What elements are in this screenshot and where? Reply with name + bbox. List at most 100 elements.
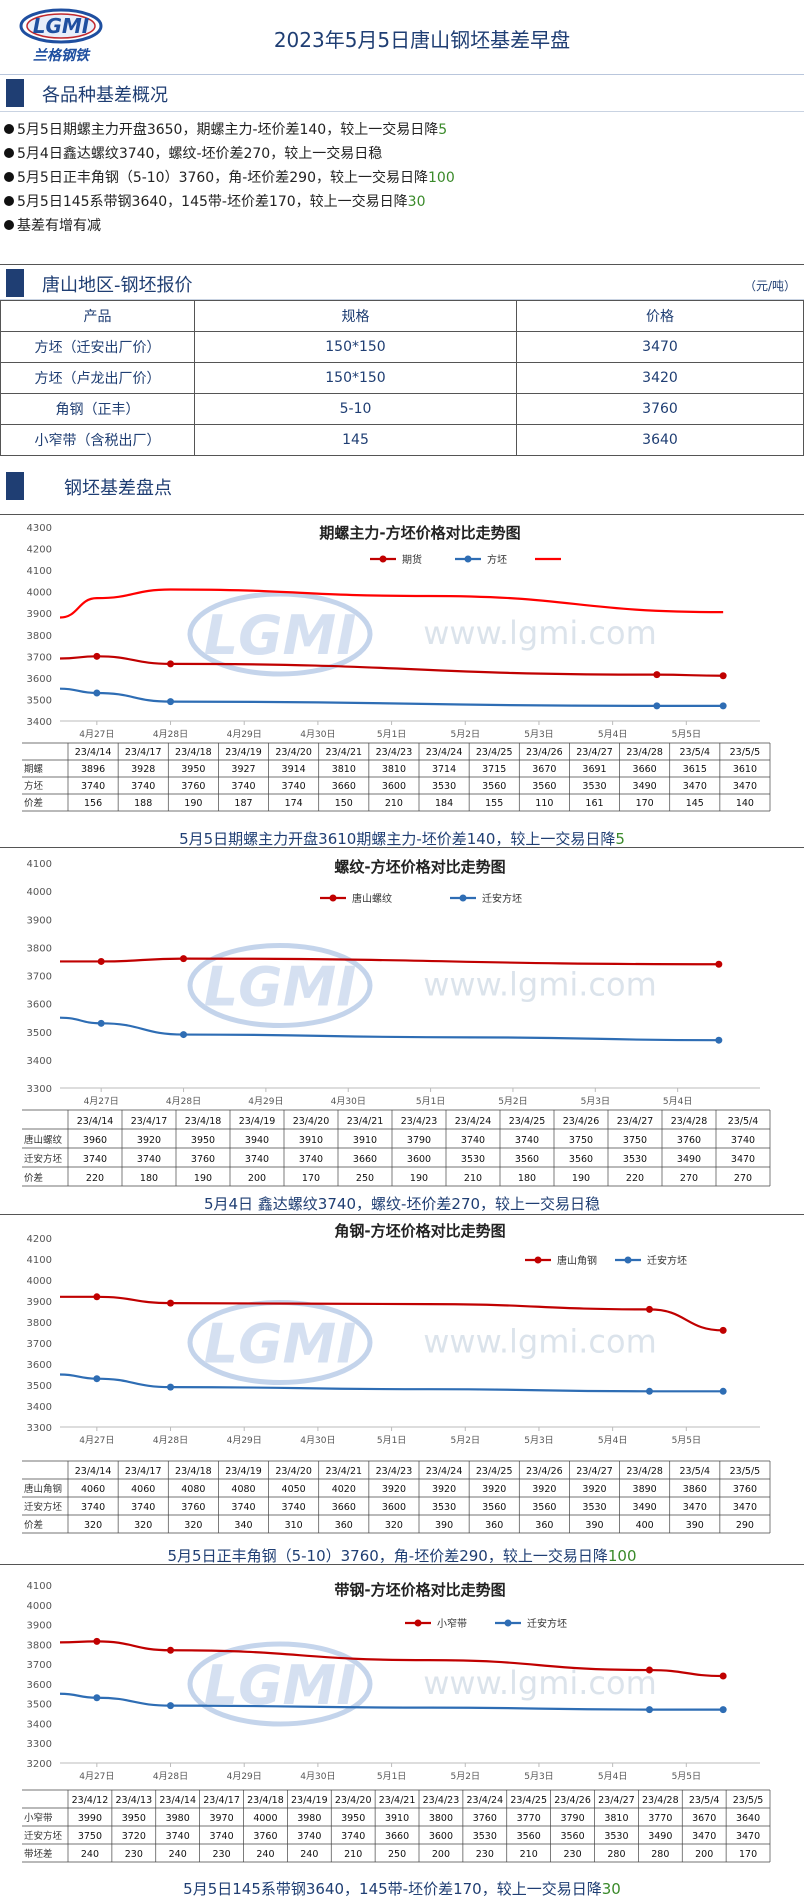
table-cell: 170 [636, 798, 654, 809]
table-row-label: 价差 [24, 1172, 43, 1184]
table-cell: 3740 [515, 1135, 539, 1146]
table-cell: 3950 [341, 1813, 365, 1824]
series-point [167, 698, 175, 706]
table-date: 23/4/14 [75, 747, 112, 758]
table-cell: 190 [410, 1173, 428, 1184]
section-title: 各品种基差概况 [42, 85, 168, 106]
table-cell: 3914 [282, 764, 306, 775]
y-tick-label: 3800 [27, 1318, 52, 1329]
table-date: 23/4/18 [185, 1116, 222, 1127]
y-tick-label: 3900 [27, 1621, 52, 1632]
x-tick-label: 4月30日 [300, 729, 335, 740]
series-line [59, 588, 724, 619]
table-cell: 210 [344, 1849, 362, 1860]
table-row-label: 方坯 [24, 780, 44, 792]
series-point [93, 1637, 101, 1645]
chart-panel: LGMI www.lgmi.com 3300 3400 3500 3600 3700 3800… [0, 1214, 804, 1565]
table-date: 23/4/18 [175, 747, 212, 758]
table-cell: 3740 [81, 781, 105, 792]
table-cell: 3740 [341, 1831, 365, 1842]
caption-text: 5月5日正丰角钢（5-10）3760，角-坯价差290，较上一交易日降 [167, 1547, 608, 1565]
table-date: 23/5/4 [679, 747, 710, 758]
table-date: 23/4/21 [347, 1116, 384, 1127]
table-date: 23/4/19 [225, 1466, 262, 1477]
legend-marker [379, 555, 387, 563]
x-tick-label: 5月1日 [416, 1096, 445, 1107]
x-tick-label: 5月4日 [598, 729, 627, 740]
series-line [59, 655, 724, 677]
bullet-item: 5月5日期螺主力开盘3650，期螺主力-坯价差140，较上一交易日降5 [4, 118, 800, 142]
x-tick-label: 5月5日 [672, 729, 701, 740]
table-cell: 3750 [623, 1135, 647, 1146]
table-cell: 3970 [209, 1813, 233, 1824]
table-cell: 3530 [623, 1154, 647, 1165]
cell-product: 方坯（迁安出厂价） [0, 331, 195, 363]
table-date: 23/4/17 [125, 747, 162, 758]
x-tick-label: 4月28日 [153, 1435, 188, 1446]
x-tick-label: 5月4日 [598, 1435, 627, 1446]
table-date: 23/4/23 [376, 747, 413, 758]
table-date: 23/4/25 [476, 1466, 513, 1477]
table-cell: 184 [435, 798, 453, 809]
table-cell: 3530 [582, 781, 606, 792]
table-cell: 240 [169, 1849, 187, 1860]
table-cell: 3760 [181, 781, 205, 792]
table-cell: 190 [572, 1173, 590, 1184]
table-cell: 3910 [299, 1135, 323, 1146]
table-cell: 3750 [569, 1135, 593, 1146]
table-cell: 156 [84, 798, 102, 809]
table-row-label: 价差 [24, 797, 43, 809]
table-date: 23/4/23 [423, 1795, 460, 1806]
table-cell: 210 [464, 1173, 482, 1184]
legend-marker [459, 894, 467, 902]
x-tick-label: 5月2日 [498, 1096, 527, 1107]
table-cell: 3530 [582, 1502, 606, 1513]
table-cell: 3960 [83, 1135, 107, 1146]
y-tick-label: 3800 [27, 631, 52, 642]
chart-caption: 5月4日 鑫达螺纹3740，螺纹-坯价差270，较上一交易日稳 [0, 1193, 804, 1214]
table-date: 23/4/14 [77, 1116, 114, 1127]
table-cell: 110 [535, 798, 553, 809]
table-cell: 3740 [297, 1831, 321, 1842]
table-cell: 3740 [731, 1135, 755, 1146]
table-cell: 3560 [482, 1502, 506, 1513]
table-cell: 270 [680, 1173, 698, 1184]
table-cell: 155 [485, 798, 503, 809]
table-cell: 320 [184, 1520, 202, 1531]
caption-text: 5月5日期螺主力开盘3610期螺主力-坯价差140，较上一交易日降 [179, 830, 616, 848]
table-cell: 3470 [683, 781, 707, 792]
legend-label: 唐山螺纹 [352, 892, 392, 905]
table-cell: 230 [125, 1849, 143, 1860]
table-date: 23/4/26 [526, 1466, 563, 1477]
table-cell: 3660 [332, 1502, 356, 1513]
table-date: 23/4/17 [203, 1795, 240, 1806]
table-date: 23/4/18 [175, 1466, 212, 1477]
watermark-logo-ring [187, 591, 373, 677]
series-line [59, 1640, 724, 1678]
legend-marker [624, 1256, 632, 1264]
table-cell: 3490 [633, 781, 657, 792]
table-cell: 3600 [382, 781, 406, 792]
table-cell: 3790 [407, 1135, 431, 1146]
table-cell: 3990 [78, 1813, 102, 1824]
table-cell: 187 [234, 798, 252, 809]
table-cell: 3560 [482, 781, 506, 792]
y-tick-label: 4200 [27, 545, 52, 556]
x-tick-label: 5月2日 [451, 729, 480, 740]
legend-label: 迁安方坯 [482, 892, 522, 905]
table-date: 23/4/18 [247, 1795, 284, 1806]
header-product: 产品 [0, 300, 195, 332]
table-cell: 3940 [245, 1135, 269, 1146]
table-cell: 170 [739, 1849, 757, 1860]
unit-label: （元/吨） [743, 279, 796, 293]
line-chart: LGMI www.lgmi.com 3300 3400 3500 3600 3700 3800… [22, 858, 771, 1187]
table-cell: 3740 [209, 1831, 233, 1842]
series-line [60, 957, 719, 966]
table-cell: 3750 [78, 1831, 102, 1842]
table-cell: 3691 [582, 764, 606, 775]
y-tick-label: 3600 [27, 1680, 52, 1691]
table-date: 23/4/20 [275, 1466, 312, 1477]
table-cell: 4080 [181, 1484, 205, 1495]
table-cell: 3770 [517, 1813, 541, 1824]
chart-panel: LGMI www.lgmi.com 3300 3400 3500 3600 3700 3800… [0, 847, 804, 1215]
